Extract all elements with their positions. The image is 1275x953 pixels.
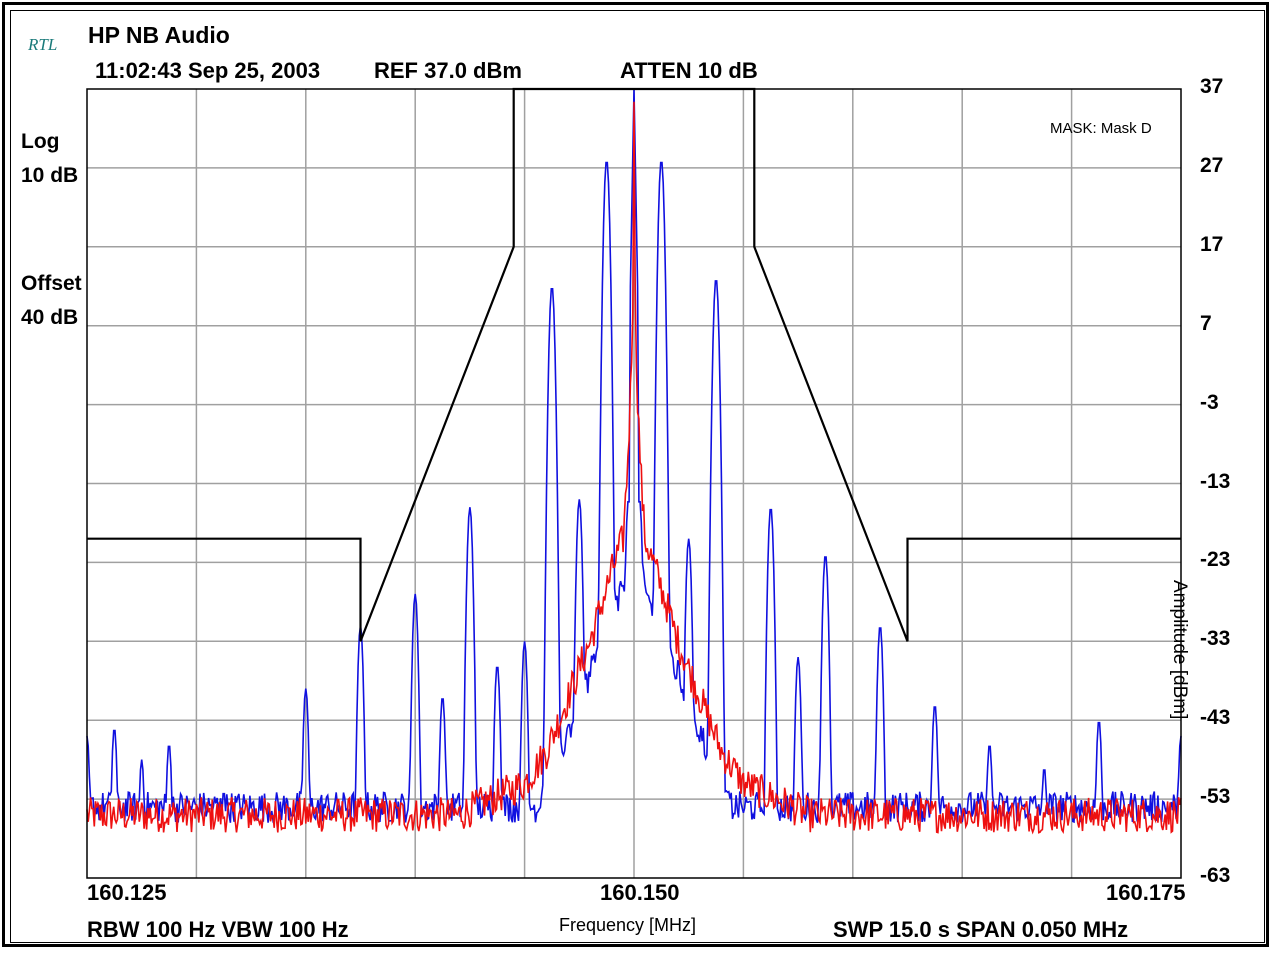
window-inner-frame <box>10 10 1265 943</box>
x-axis-label: Frequency [MHz] <box>559 915 697 935</box>
scale-div: 10 dB <box>21 164 79 187</box>
y-tick-label: 27 <box>1200 153 1224 177</box>
brand-logo: RTL <box>28 35 58 54</box>
mask-annotation: MASK: Mask D <box>1050 120 1152 137</box>
y-tick-label: -53 <box>1200 785 1231 809</box>
rbw-vbw: RBW 100 Hz VBW 100 Hz <box>87 917 349 942</box>
reference-level: REF 37.0 dBm <box>374 58 522 83</box>
y-tick-label: -33 <box>1200 627 1231 651</box>
offset-value: 40 dB <box>21 306 79 329</box>
timestamp: 11:02:43 Sep 25, 2003 <box>95 58 321 83</box>
y-tick-label: -43 <box>1200 706 1231 730</box>
attenuation: ATTEN 10 dB <box>620 58 758 83</box>
x-tick-label: 160.150 <box>600 880 680 905</box>
instrument-title: HP NB Audio <box>88 22 230 48</box>
y-tick-label: -3 <box>1200 390 1219 414</box>
plot-border <box>86 88 1182 879</box>
y-tick-label: -13 <box>1200 469 1231 493</box>
y-axis-label: Amplitude [dBm] <box>1169 580 1190 720</box>
average-trace <box>86 101 1182 835</box>
x-tick-label: 160.125 <box>87 880 167 905</box>
y-tick-label: 17 <box>1200 232 1224 256</box>
sweep-span: SWP 15.0 s SPAN 0.050 MHz <box>833 917 1129 942</box>
x-tick-label: 160.175 <box>1106 880 1186 905</box>
offset-label: Offset <box>21 272 82 295</box>
y-tick-label: -23 <box>1200 548 1231 572</box>
y-tick-label: 37 <box>1200 75 1224 98</box>
y-tick-label: -63 <box>1200 864 1231 887</box>
y-tick-label: 7 <box>1200 311 1212 335</box>
scale-mode: Log <box>21 130 60 153</box>
